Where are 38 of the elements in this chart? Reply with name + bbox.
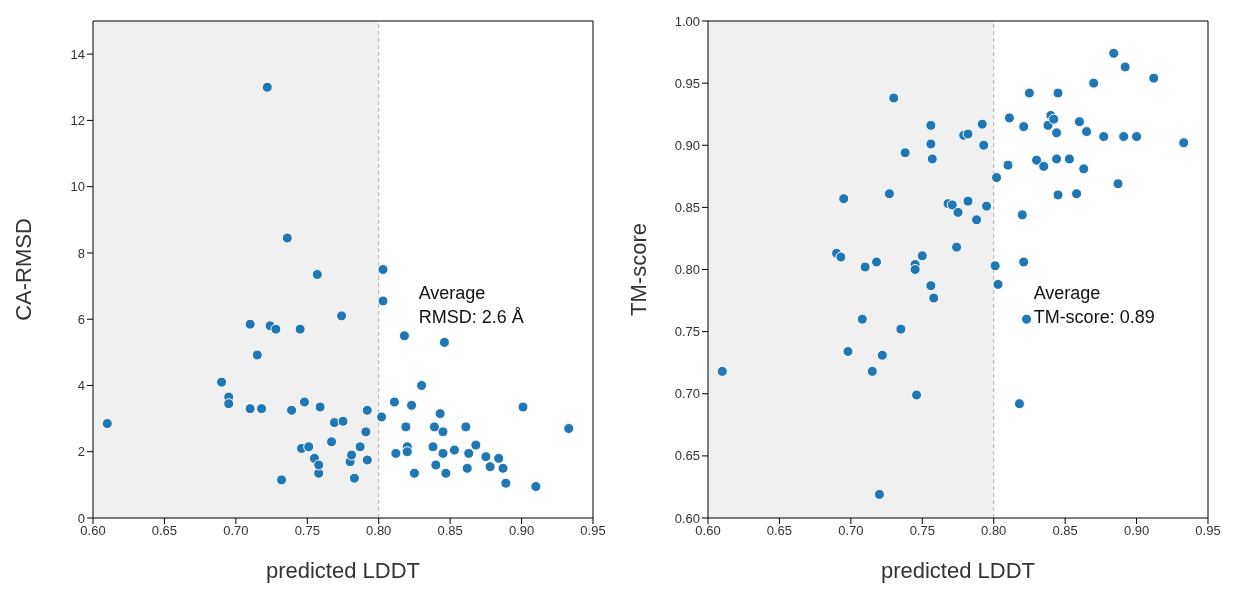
- y-tick-label: 0.95: [674, 75, 700, 91]
- y-tick-label: 8: [77, 245, 85, 261]
- y-tick-label: 0.80: [674, 262, 700, 278]
- y-tick-label: 2: [77, 444, 85, 460]
- y-tick-label: 0.85: [674, 199, 700, 215]
- y-tick-label: 0: [77, 510, 85, 526]
- x-tick-label: 0.60: [695, 523, 721, 539]
- y-tick-label: 0.70: [674, 386, 700, 402]
- x-axis-title: predicted LDDT: [265, 558, 421, 583]
- x-tick-label: 0.70: [223, 523, 249, 539]
- y-tick-label: 4: [77, 378, 85, 394]
- y-axis-title: TM-score: [625, 223, 651, 316]
- x-tick-label: 0.90: [1123, 523, 1150, 539]
- y-tick-label: 6: [77, 311, 85, 327]
- y-tick-label: 1.00: [674, 13, 700, 29]
- annotation: Average TM-score: 0.89: [1033, 281, 1155, 329]
- annotation: Average RMSD: 2.6 Å: [418, 281, 524, 329]
- x-tick-label: 0.85: [1052, 523, 1078, 539]
- y-tick-label: 0.90: [674, 137, 700, 153]
- x-tick-label: 0.80: [366, 523, 392, 539]
- y-axis-title: CA-RMSD: [10, 218, 36, 321]
- x-tick-label: 0.95: [580, 523, 606, 539]
- x-tick-label: 0.70: [838, 523, 864, 539]
- x-tick-label: 0.75: [909, 523, 935, 539]
- y-tick-label: 10: [70, 179, 85, 195]
- x-tick-label: 0.90: [508, 523, 535, 539]
- x-axis-title: predicted LDDT: [880, 558, 1036, 583]
- x-tick-label: 0.75: [294, 523, 320, 539]
- x-tick-label: 0.80: [981, 523, 1007, 539]
- x-tick-label: 0.95: [1195, 523, 1221, 539]
- x-tick-label: 0.85: [437, 523, 463, 539]
- y-tick-label: 14: [70, 46, 85, 62]
- y-tick-label: 0.75: [674, 324, 700, 340]
- x-tick-label: 0.65: [151, 523, 178, 539]
- y-tick-label: 12: [70, 113, 85, 129]
- y-tick-label: 0.60: [674, 510, 700, 526]
- y-tick-label: 0.65: [674, 448, 700, 464]
- x-tick-label: 0.65: [766, 523, 793, 539]
